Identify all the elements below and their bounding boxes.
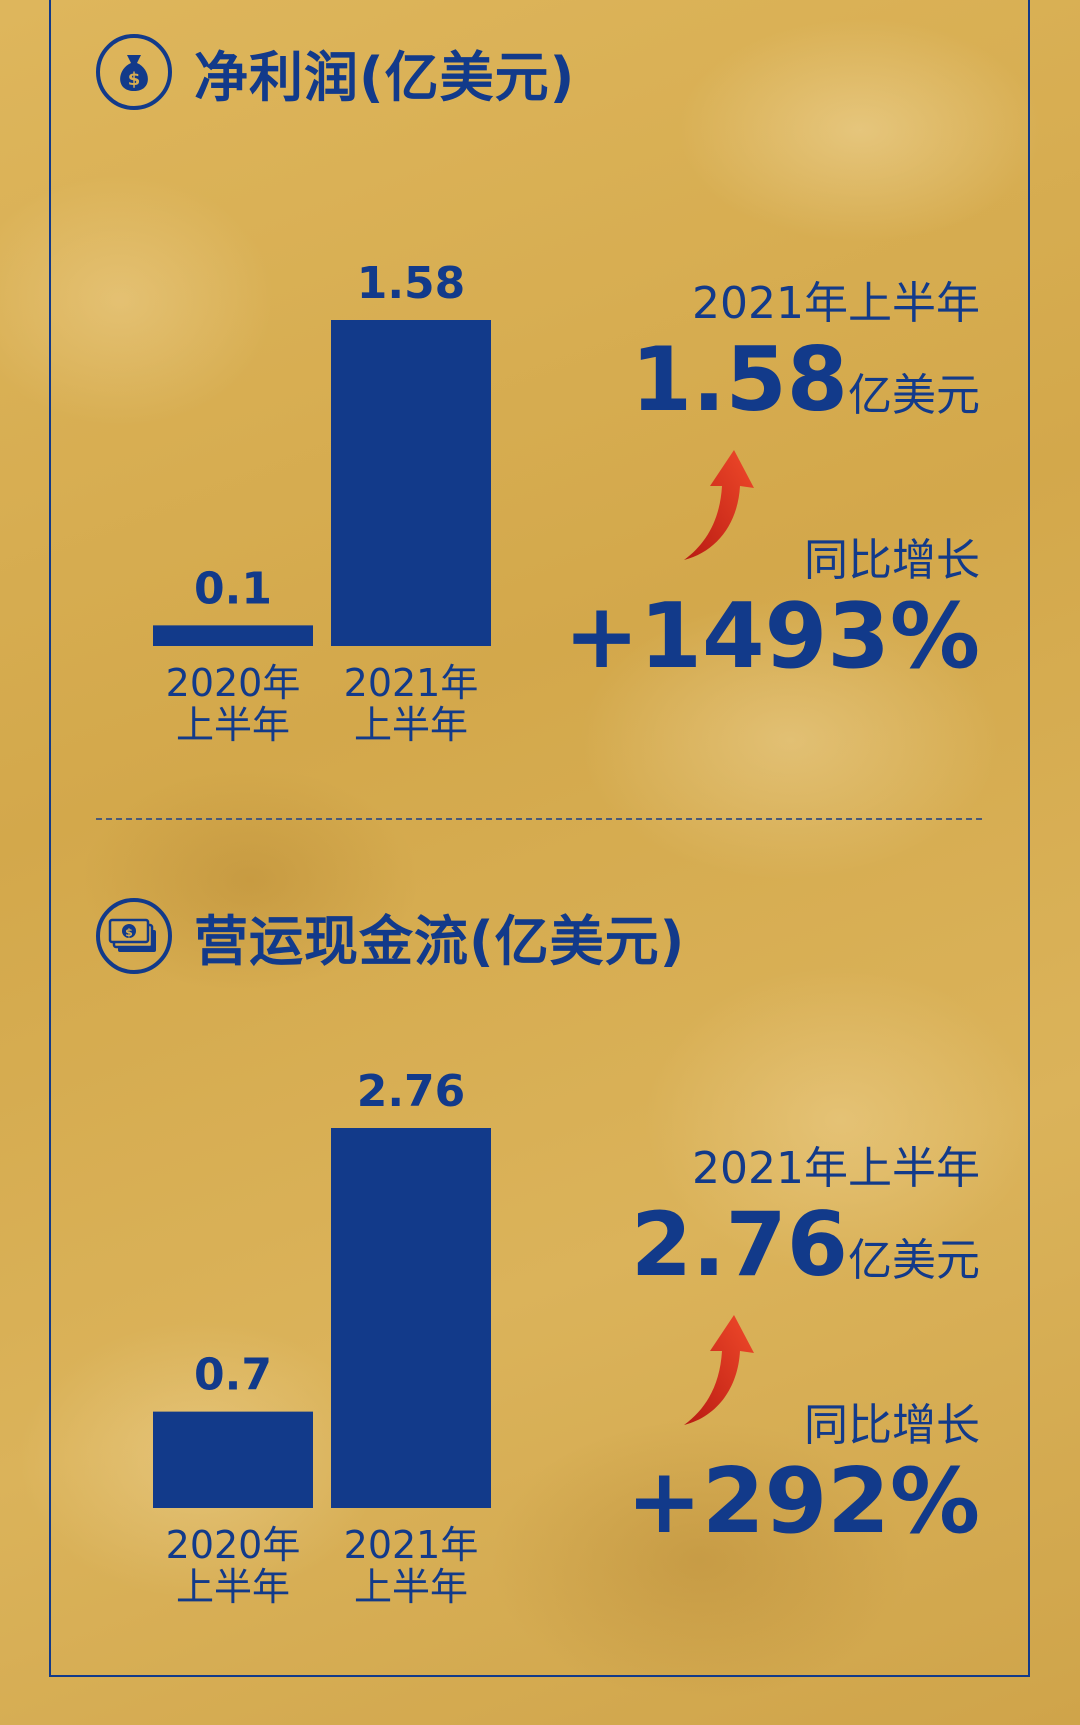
growth-value: +292% xyxy=(626,1449,980,1554)
section-header: $ 净利润(亿美元) xyxy=(96,32,575,112)
money-bag-icon: $ xyxy=(96,34,172,110)
section-title: 净利润(亿美元) xyxy=(194,45,576,109)
growth-arrow-icon xyxy=(684,450,754,560)
period-label: 2021年上半年 xyxy=(692,1143,980,1194)
category-label: 2021年 xyxy=(344,1523,479,1567)
net-profit-section: $ 净利润(亿美元) 0.1 2020年 上半年 1.58 2021年 上半年 2021年… xyxy=(0,0,1080,800)
section-title: 营运现金流(亿美元) xyxy=(194,909,686,973)
summary-panel: 2021年上半年 2.76亿美元 同比增长 +292% xyxy=(627,1143,980,1552)
svg-text:$: $ xyxy=(128,69,141,90)
growth-label: 同比增长 xyxy=(804,1400,980,1451)
svg-text:$: $ xyxy=(125,926,133,939)
summary-panel: 2021年上半年 1.58亿美元 同比增长 +1493% xyxy=(564,278,980,687)
period-label: 2021年上半年 xyxy=(692,278,980,329)
category-label: 2021年 xyxy=(344,661,479,705)
operating-cash-flow-section: $ 营运现金流(亿美元) 0.7 2020年 上半年 2.76 2021年 上半年 202… xyxy=(0,864,1080,1664)
category-label: 上半年 xyxy=(354,703,468,747)
value-number: 2.76 xyxy=(630,1193,848,1296)
bar-value-label: 1.58 xyxy=(357,258,466,309)
category-label: 上半年 xyxy=(176,703,290,747)
value-unit: 亿美元 xyxy=(848,370,980,421)
growth-label: 同比增长 xyxy=(804,535,980,586)
growth-value: +1493% xyxy=(563,584,980,689)
section-header: $ 营运现金流(亿美元) xyxy=(96,896,685,976)
category-label: 上半年 xyxy=(354,1565,468,1609)
value-number: 1.58 xyxy=(630,328,848,431)
headline-value: 2.76亿美元 xyxy=(627,1195,980,1320)
cash-stack-icon: $ xyxy=(96,898,172,974)
value-unit: 亿美元 xyxy=(848,1235,980,1286)
headline-value: 1.58亿美元 xyxy=(564,330,980,455)
category-label: 2020年 xyxy=(166,661,301,705)
content-frame xyxy=(49,0,1030,1677)
bar-1 xyxy=(331,1128,491,1508)
bar-1 xyxy=(331,320,491,646)
growth-arrow-icon xyxy=(684,1315,754,1425)
category-label: 2020年 xyxy=(166,1523,301,1567)
bar-0 xyxy=(153,1411,313,1508)
category-label: 上半年 xyxy=(176,1565,290,1609)
bar-value-label: 0.7 xyxy=(194,1350,272,1401)
bar-0 xyxy=(153,625,313,646)
section-divider xyxy=(96,818,982,820)
bar-value-label: 2.76 xyxy=(357,1066,466,1117)
bar-value-label: 0.1 xyxy=(194,563,272,614)
